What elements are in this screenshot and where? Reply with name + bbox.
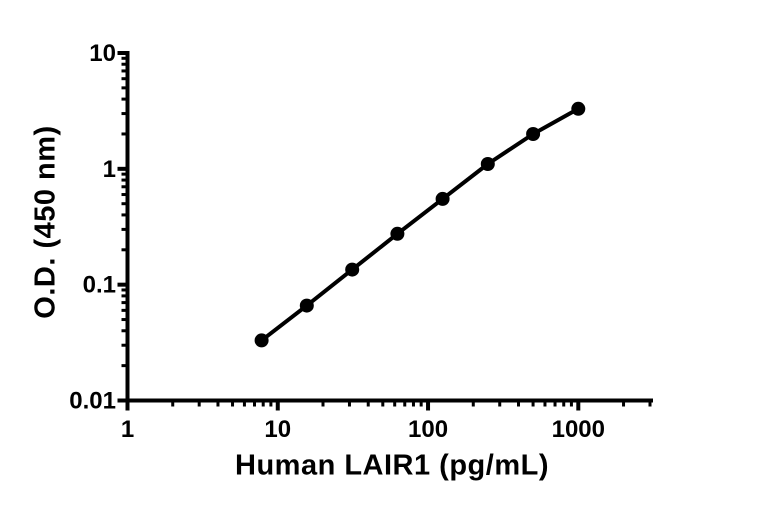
data-point-marker (345, 262, 360, 277)
y-tick-label: 10 (89, 40, 116, 67)
x-tick-label: 1 (121, 416, 134, 443)
x-tick-label: 1000 (552, 416, 605, 443)
data-point-marker (526, 127, 541, 141)
data-point-marker (254, 333, 269, 348)
data-point-marker (390, 226, 405, 241)
data-point-marker (480, 157, 495, 171)
x-tick-label: 100 (408, 416, 448, 443)
y-tick-label: 0.01 (69, 388, 116, 415)
y-tick-label: 1 (103, 156, 116, 183)
data-point-marker (435, 191, 450, 206)
y-tick-label: 0.1 (83, 272, 116, 299)
x-tick-label: 10 (264, 416, 291, 443)
data-point-marker (571, 101, 586, 116)
y-axis-title: O.D. (450 nm) (29, 125, 62, 319)
data-point-marker (299, 298, 314, 313)
x-axis-title: Human LAIR1 (pg/mL) (235, 449, 549, 482)
standard-curve-line (259, 106, 581, 343)
